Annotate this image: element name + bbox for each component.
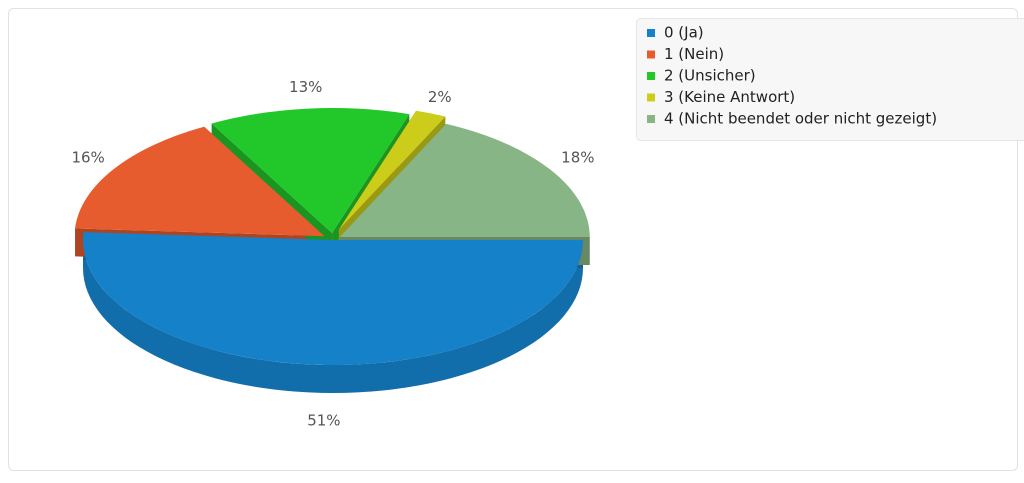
legend-label: 4 (Nicht beendet oder nicht gezeigt)	[664, 110, 937, 128]
slice-label: 51%	[307, 411, 340, 429]
legend-label: 0 (Ja)	[664, 24, 704, 42]
legend-box	[636, 18, 1024, 141]
legend-label: 3 (Keine Antwort)	[664, 88, 795, 106]
slice-label: 13%	[289, 78, 322, 96]
legend-swatch	[647, 93, 655, 102]
legend-swatch	[647, 72, 655, 80]
legend-swatch	[647, 115, 655, 123]
legend-swatch	[647, 50, 655, 59]
slice	[82, 232, 583, 366]
pie-tops	[75, 108, 590, 366]
slice-label: 2%	[428, 88, 452, 106]
slice	[211, 108, 410, 234]
slice	[338, 110, 446, 230]
slice-label: 18%	[561, 149, 594, 167]
legend-label: 2 (Unsicher)	[664, 67, 756, 85]
slice-label: 16%	[71, 149, 104, 167]
slice	[339, 123, 590, 237]
legend-label: 1 (Nein)	[664, 45, 724, 63]
legend-swatch	[647, 29, 655, 37]
slice-side	[83, 240, 583, 393]
slice	[75, 126, 325, 237]
